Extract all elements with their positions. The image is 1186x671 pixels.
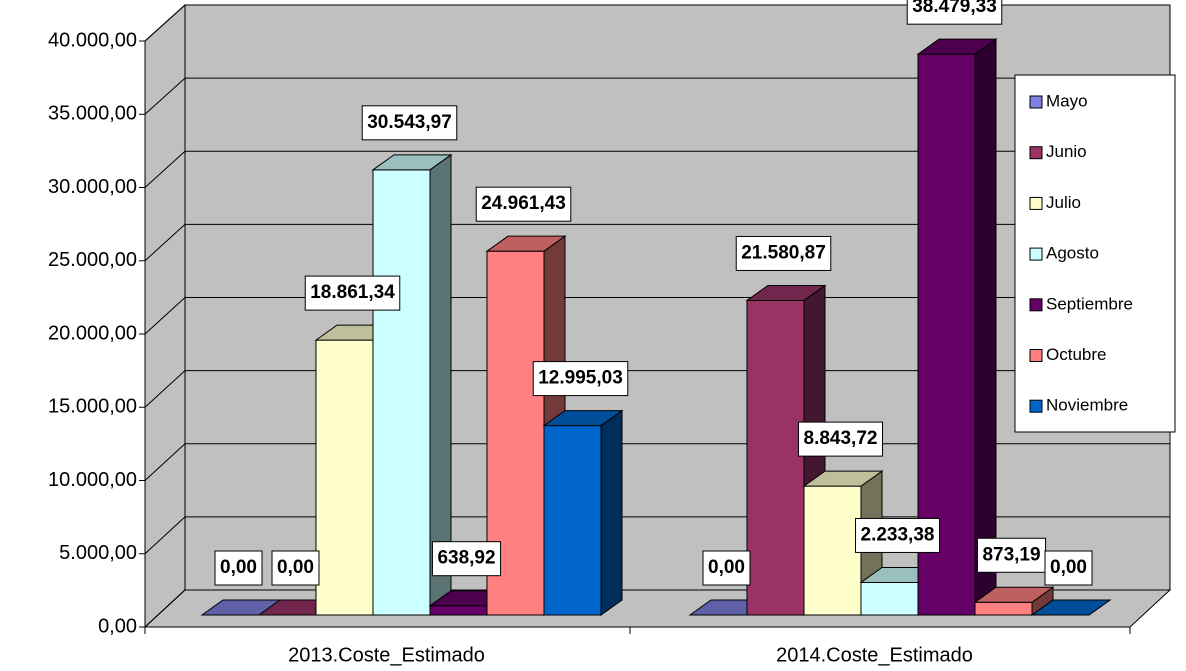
legend-swatch [1029,146,1043,160]
value-label: 30.543,97 [367,112,452,133]
y-tick-label: 20.000,00 [48,322,137,344]
legend-label: Agosto [1046,244,1099,263]
legend-swatch [1029,196,1043,210]
value-label-box [702,550,751,586]
bar-top [371,154,453,171]
bar-side [600,409,623,616]
legend-label: Noviembre [1046,396,1128,415]
value-label: 18.861,34 [310,282,395,303]
value-label-box [214,550,263,586]
grid-line [144,150,1170,188]
legend-label: Mayo [1046,91,1088,110]
bar-top [745,284,827,301]
value-label: 2.233,38 [861,524,935,545]
value-label-box [855,517,940,553]
y-tick-label: 10.000,00 [48,469,137,491]
bar-top [1030,599,1112,616]
legend-swatch [1029,247,1043,261]
legend-swatch [1029,95,1043,109]
value-label: 0,00 [220,557,257,578]
x-tick-label: 2013.Coste_Estimado [288,644,485,666]
value-label-box [976,537,1047,573]
grid-line [144,223,1170,262]
grid-line [144,4,1170,42]
value-label-box [906,0,1003,25]
value-label: 12.995,03 [538,368,623,389]
value-label: 0,00 [708,557,745,578]
bar-top [916,38,998,55]
bar-front [315,339,374,616]
value-label-box [475,186,572,222]
value-label-box [1044,550,1093,586]
value-label: 0,00 [277,557,314,578]
bar-front [429,605,488,616]
value-label: 638,92 [437,548,495,569]
bar-side [974,38,997,616]
legend-label: Julio [1046,193,1081,212]
y-tick-label: 40.000,00 [48,29,137,51]
grid-line [144,297,1170,335]
y-tick-label: 0,00 [98,615,137,637]
bar [1030,599,1112,616]
value-label-box [431,541,502,577]
bar-front [974,601,1033,616]
bar-front [372,169,431,616]
legend-label: Octubre [1046,345,1106,364]
value-label: 21.580,87 [741,242,826,263]
y-tick-label: 15.000,00 [48,396,137,418]
bar-front [746,299,805,616]
y-tick-label: 5.000,00 [59,542,137,564]
legend-label: Junio [1046,142,1087,161]
value-label: 38.479,33 [912,0,997,17]
bar-top [542,410,624,427]
bar-front [860,581,919,616]
value-label: 873,19 [982,544,1040,565]
y-tick-label: 25.000,00 [48,249,137,271]
bar-top [973,586,1055,603]
value-label: 0,00 [1050,557,1087,578]
legend-swatch [1029,349,1043,362]
value-label: 24.961,43 [481,193,566,214]
legend-swatch [1029,399,1043,413]
grid-line [144,77,1170,115]
bar-front [803,485,862,616]
x-tick-label: 2014.Coste_Estimado [776,644,973,666]
grid-line [144,370,1170,408]
legend-swatch [1029,298,1043,312]
y-tick-label: 30.000,00 [48,176,137,198]
value-label-box [304,275,401,311]
value-label-box [532,361,629,397]
bar-top [802,470,884,487]
value-label-box [271,550,320,586]
bar-top [485,235,567,252]
bar-front [543,425,602,616]
value-label-box [735,235,832,271]
value-label: 8.843,72 [804,428,878,449]
value-label-box [798,421,883,457]
bar [371,153,453,616]
y-tick-label: 35.000,00 [48,103,137,125]
legend-label: Septiembre [1046,294,1133,313]
value-label-box [361,105,458,141]
bar [542,409,624,616]
bar [973,586,1055,616]
